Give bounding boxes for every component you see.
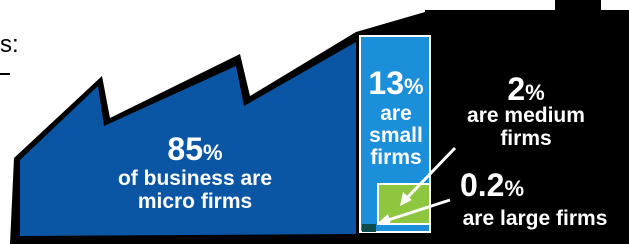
label: are medium	[467, 104, 585, 127]
label: small	[369, 124, 423, 147]
label: are large firms	[463, 207, 608, 230]
label: of business are	[118, 167, 272, 190]
chimney	[555, 0, 601, 20]
infographic: s: 85% of business are micro firms 13% a…	[0, 0, 629, 244]
label: firms	[370, 146, 421, 169]
label: firms	[500, 127, 551, 150]
label: micro firms	[138, 190, 252, 213]
label: are	[380, 102, 412, 125]
corner-text: s:	[0, 31, 19, 58]
large-area	[362, 224, 376, 232]
